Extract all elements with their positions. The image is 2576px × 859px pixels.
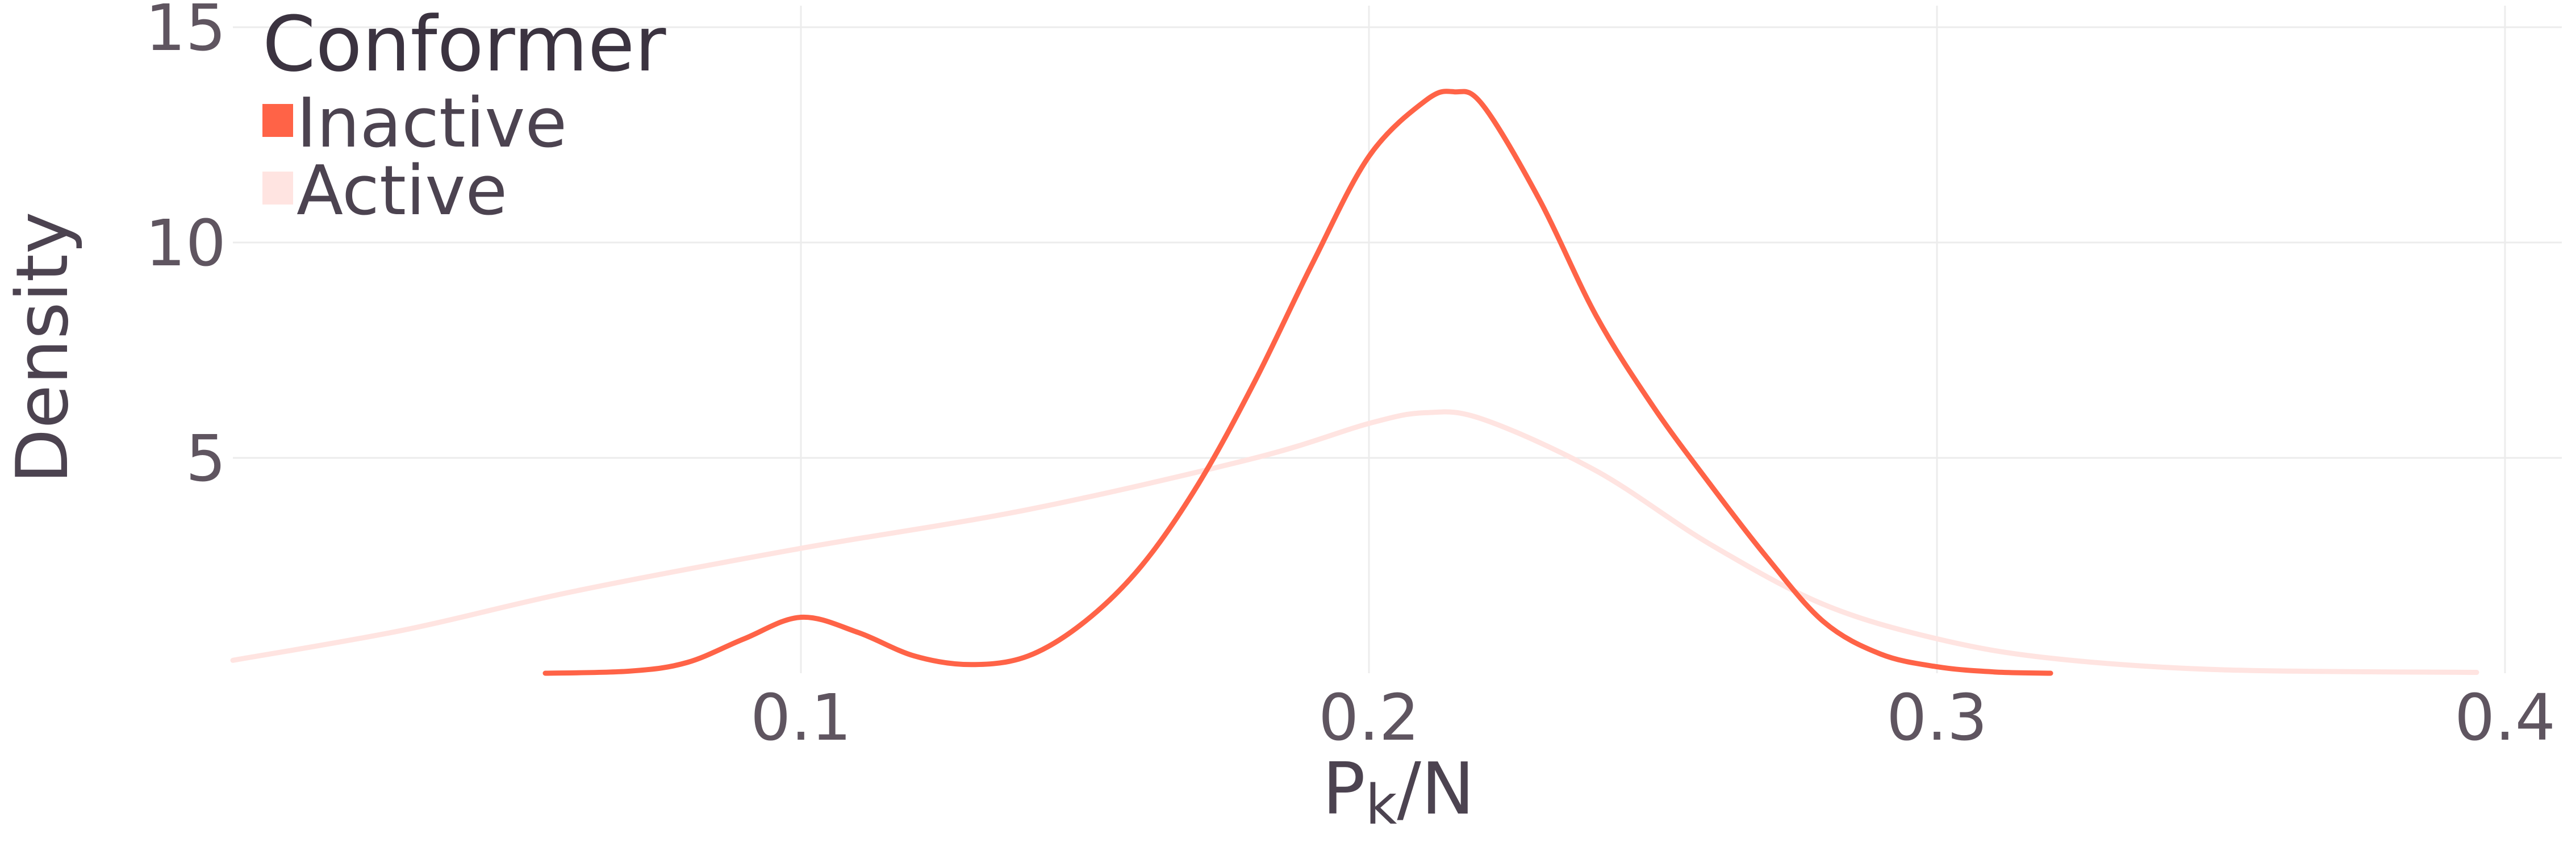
tick-layer: 0.1 0.2 0.3 0.4 5 10 15 (145, 0, 2556, 755)
y-tick-label: 10 (145, 207, 226, 281)
legend-title: Conformer (262, 0, 666, 89)
legend-swatch-inactive (262, 104, 293, 137)
x-axis-title: Pk/N (1322, 747, 1475, 837)
legend-label-active: Active (297, 152, 507, 231)
series-layer (230, 89, 2479, 676)
x-tick-label: 0.4 (2454, 681, 2556, 755)
series-line-inactive (542, 89, 2053, 676)
y-tick-label: 5 (186, 422, 226, 496)
legend: Conformer Inactive Active (262, 0, 666, 231)
series-line-active (230, 409, 2479, 675)
x-tick-label: 0.2 (1318, 681, 1419, 755)
x-tick-label: 0.1 (750, 681, 851, 755)
y-tick-label: 15 (145, 0, 226, 65)
x-axis-title-subscript: k (1366, 773, 1397, 837)
grid-layer (233, 6, 2562, 673)
x-tick-label: 0.3 (1886, 681, 1988, 755)
legend-label-inactive: Inactive (297, 84, 567, 163)
x-axis-title-suffix: /N (1397, 747, 1475, 831)
legend-swatch-active (262, 172, 293, 205)
y-axis-title: Density (1, 211, 84, 483)
x-axis-title-main: P (1322, 747, 1366, 831)
